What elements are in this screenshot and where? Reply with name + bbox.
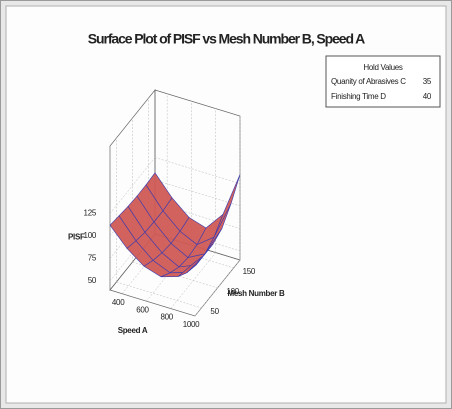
z-axis-label: PISF xyxy=(68,233,85,242)
z-tick-label: 100 xyxy=(84,231,97,240)
hold-values-title: Hold Values xyxy=(363,63,403,72)
z-tick-label: 125 xyxy=(84,209,97,218)
x-tick-label: 1000 xyxy=(183,320,200,329)
grid-line xyxy=(109,157,156,214)
x-tick-label: 400 xyxy=(112,298,125,307)
chart-title: Surface Plot of PISF vs Mesh Number B, S… xyxy=(88,31,365,47)
y-axis-label: Mesh Number B xyxy=(228,289,286,298)
hold-label: Finishing Time D xyxy=(331,92,386,101)
y-tick-label: 100 xyxy=(227,287,240,296)
y-tick-label: 50 xyxy=(210,307,219,316)
hold-label: Quanity of Abrasives C xyxy=(331,77,406,86)
x-axis-label: Speed A xyxy=(118,326,148,335)
grid-line xyxy=(154,179,241,207)
z-tick-label: 50 xyxy=(88,276,97,285)
y-tick-label: 150 xyxy=(243,267,256,276)
hold-value: 35 xyxy=(423,77,432,86)
hold-values-box xyxy=(325,55,441,108)
x-tick-label: 600 xyxy=(136,305,149,314)
grid-line xyxy=(154,157,241,184)
hold-value: 40 xyxy=(423,92,432,101)
surface-patch xyxy=(177,255,205,277)
grid-line xyxy=(116,281,202,309)
z-tick-label: 75 xyxy=(88,254,97,263)
x-tick-label: 800 xyxy=(160,313,173,322)
